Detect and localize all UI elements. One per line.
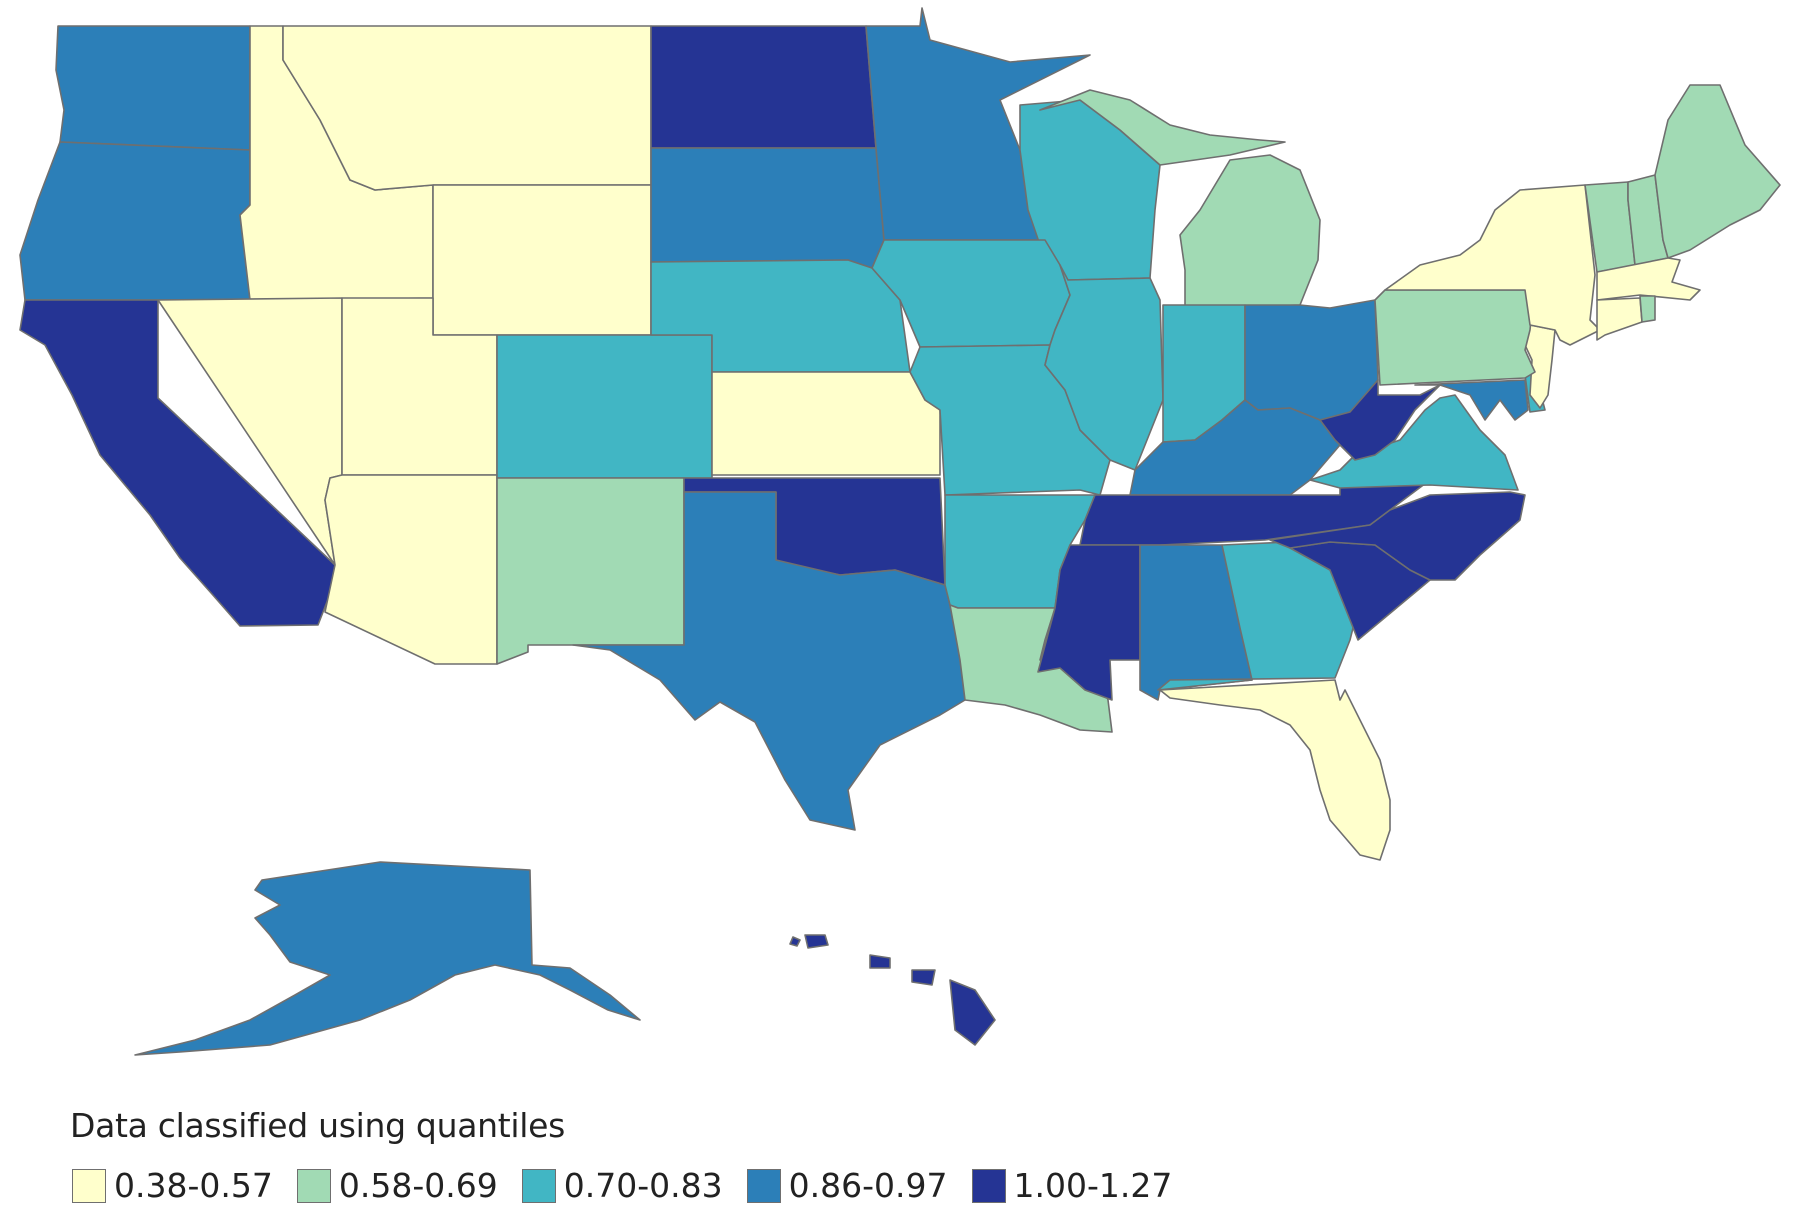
legend-label: 0.58-0.69 xyxy=(338,1166,498,1205)
legend-item: 0.70-0.83 xyxy=(521,1166,723,1205)
state-FL xyxy=(1159,679,1391,861)
state-HI xyxy=(789,934,996,1046)
legend-title: Data classified using quantiles xyxy=(70,1106,565,1145)
state-SD xyxy=(650,147,885,269)
legend-item: 1.00-1.27 xyxy=(971,1166,1173,1205)
state-CT xyxy=(1596,297,1643,341)
state-CO xyxy=(496,334,713,479)
legend-item: 0.86-0.97 xyxy=(746,1166,948,1205)
legend-item: 0.58-0.69 xyxy=(296,1166,498,1205)
state-WA xyxy=(55,25,251,151)
state-IL xyxy=(1044,264,1164,471)
state-AZ xyxy=(324,474,498,665)
state-TX xyxy=(572,491,966,831)
map-legend: 0.38-0.57 0.58-0.69 0.70-0.83 0.86-0.97 1.00… xyxy=(72,1166,1196,1205)
legend-swatch xyxy=(72,1168,106,1203)
state-CA xyxy=(19,299,336,627)
state-WY xyxy=(432,184,652,336)
state-MD xyxy=(1414,379,1529,421)
state-WV xyxy=(1319,379,1441,461)
state-PA xyxy=(1374,289,1536,386)
state-NM xyxy=(496,477,685,665)
state-KS xyxy=(711,371,941,476)
state-RI xyxy=(1639,295,1656,323)
state-ND xyxy=(650,25,877,149)
legend-label: 0.70-0.83 xyxy=(563,1166,723,1205)
state-NJ xyxy=(1524,324,1556,409)
state-AK xyxy=(134,861,641,1056)
legend-label: 1.00-1.27 xyxy=(1013,1166,1173,1205)
state-NC xyxy=(1269,491,1526,581)
legend-item: 0.38-0.57 xyxy=(72,1166,273,1205)
state-MA xyxy=(1596,257,1701,301)
legend-swatch xyxy=(971,1168,1006,1203)
state-OR xyxy=(19,141,251,301)
legend-label: 0.86-0.97 xyxy=(788,1166,948,1205)
state-MI xyxy=(1039,89,1321,309)
legend-swatch xyxy=(296,1168,331,1203)
state-NY xyxy=(1384,184,1601,346)
state-ME xyxy=(1654,84,1781,259)
us-choropleth-map xyxy=(19,7,1781,1056)
legend-label: 0.38-0.57 xyxy=(114,1166,273,1205)
legend-swatch xyxy=(521,1168,556,1203)
legend-swatch xyxy=(746,1168,781,1203)
state-LA xyxy=(949,604,1113,733)
